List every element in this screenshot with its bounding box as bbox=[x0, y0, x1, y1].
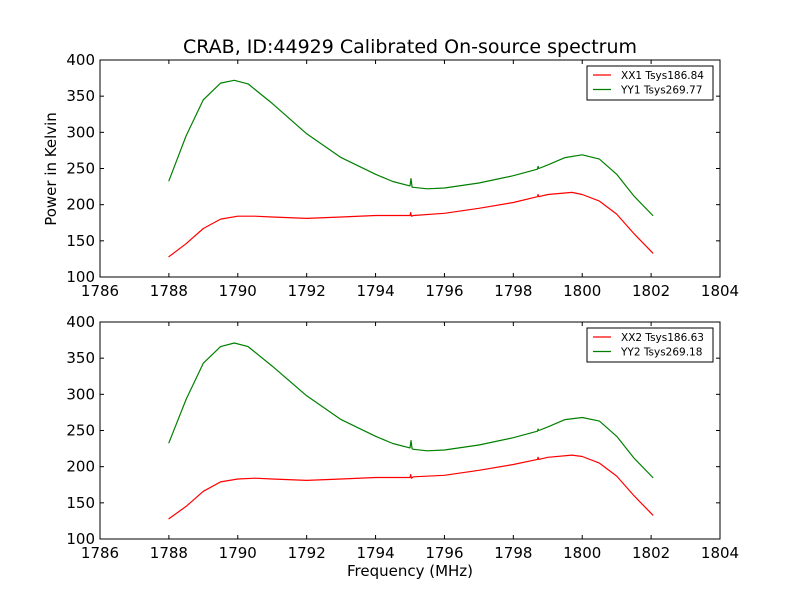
chart-title: CRAB, ID:44929 Calibrated On-source spec… bbox=[183, 36, 637, 58]
x-tick-label: 1796 bbox=[425, 544, 463, 562]
y-tick-label: 400 bbox=[66, 51, 95, 69]
x-tick-label: 1786 bbox=[81, 544, 119, 562]
x-tick-label: 1802 bbox=[632, 282, 670, 300]
y-tick-label: 300 bbox=[66, 123, 95, 141]
x-axis-label: Frequency (MHz) bbox=[347, 562, 473, 580]
x-tick-label: 1792 bbox=[288, 544, 326, 562]
legend: XX2 Tsys186.63 YY2 Tsys269.18 bbox=[586, 327, 714, 363]
y-tick-label: 350 bbox=[66, 87, 95, 105]
x-tick-label: 1794 bbox=[356, 544, 394, 562]
y-tick-label: 400 bbox=[66, 313, 95, 331]
y-tick-label: 100 bbox=[66, 268, 95, 286]
x-tick-label: 1790 bbox=[219, 544, 257, 562]
series-line-1-1 bbox=[168, 191, 654, 258]
legend: XX1 Tsys186.84 YY1 Tsys269.77 bbox=[586, 65, 714, 101]
subplot-1: 1786 1788 1790 1792 1794 1796 1798 1800 1802 1804… bbox=[66, 51, 739, 300]
legend-label: XX1 Tsys186.84 bbox=[621, 70, 704, 82]
x-tick-label: 1804 bbox=[701, 544, 739, 562]
x-tick-label: 1804 bbox=[701, 282, 739, 300]
y-tick-label: 200 bbox=[66, 196, 95, 214]
legend-box bbox=[586, 327, 714, 363]
y-tick-label: 100 bbox=[66, 530, 95, 548]
subplot-panels: 1786 1788 1790 1792 1794 1796 1798 1800 1802 1804… bbox=[66, 51, 739, 562]
y-tick-label: 150 bbox=[66, 494, 95, 512]
x-tick-label: 1786 bbox=[81, 282, 119, 300]
y-tick-label: 350 bbox=[66, 349, 95, 367]
y-tick-label: 200 bbox=[66, 458, 95, 476]
y-axis-label: Power in Kelvin bbox=[42, 112, 60, 226]
x-tick-label: 1798 bbox=[494, 282, 532, 300]
legend-label: YY1 Tsys269.77 bbox=[620, 85, 702, 97]
x-tick-label: 1792 bbox=[288, 282, 326, 300]
x-tick-label: 1788 bbox=[150, 544, 188, 562]
y-tick-label: 150 bbox=[66, 232, 95, 250]
y-tick-label: 300 bbox=[66, 385, 95, 403]
x-tick-label: 1800 bbox=[563, 544, 601, 562]
y-tick-label: 250 bbox=[66, 160, 95, 178]
y-tick-label: 250 bbox=[66, 422, 95, 440]
series-line-1-2 bbox=[168, 79, 654, 217]
legend-box bbox=[586, 65, 714, 101]
series-line-2-1 bbox=[168, 454, 654, 520]
x-tick-label: 1802 bbox=[632, 544, 670, 562]
x-tick-label: 1788 bbox=[150, 282, 188, 300]
series-line-2-2 bbox=[168, 342, 654, 479]
x-tick-label: 1794 bbox=[356, 282, 394, 300]
subplot-2: 1786 1788 1790 1792 1794 1796 1798 1800 1802 1804… bbox=[66, 313, 739, 562]
legend-label: XX2 Tsys186.63 bbox=[621, 332, 704, 344]
x-tick-label: 1796 bbox=[425, 282, 463, 300]
x-tick-label: 1798 bbox=[494, 544, 532, 562]
x-tick-label: 1790 bbox=[219, 282, 257, 300]
x-tick-label: 1800 bbox=[563, 282, 601, 300]
legend-label: YY2 Tsys269.18 bbox=[620, 347, 702, 359]
